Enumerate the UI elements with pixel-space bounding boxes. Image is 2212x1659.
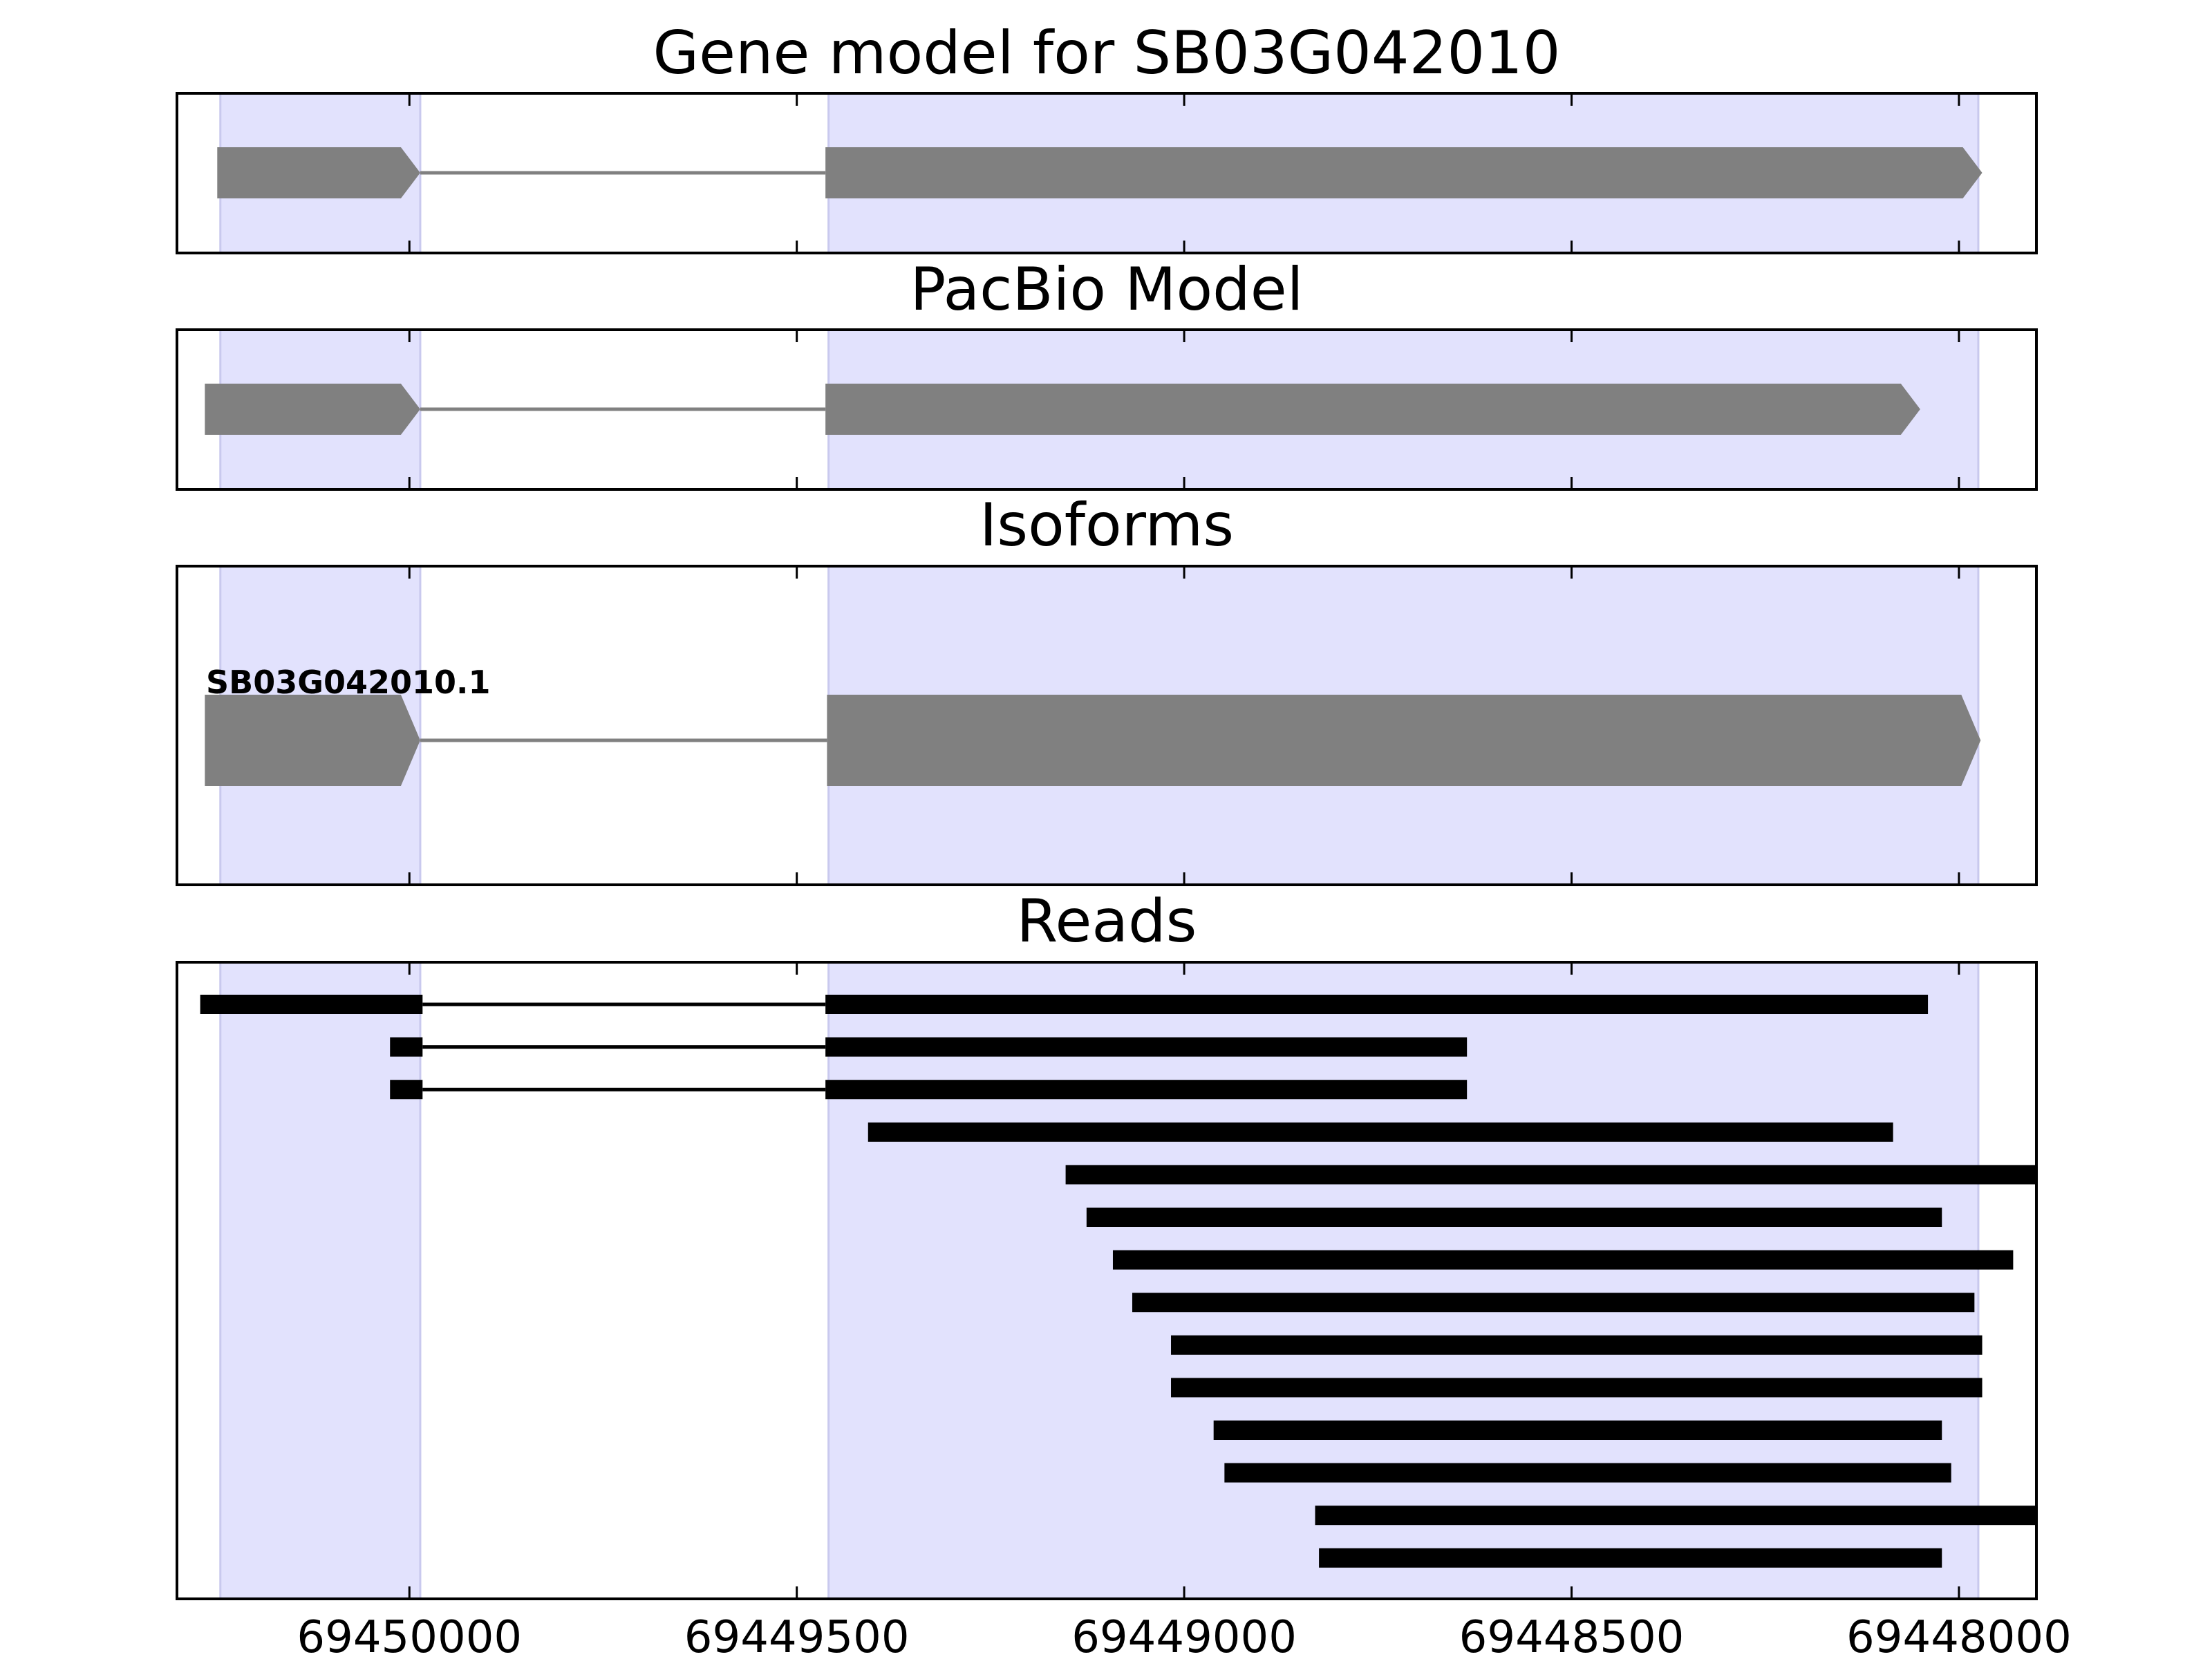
read-segment xyxy=(1086,1208,1942,1227)
highlight-regions xyxy=(219,961,1980,1600)
highlight-region xyxy=(219,961,422,1600)
exon-block xyxy=(825,384,1920,435)
panel-frame xyxy=(176,961,2038,1600)
panel-pacbio-model: PacBio Model xyxy=(176,255,2038,491)
panel-frame xyxy=(176,92,2038,254)
read-segment xyxy=(1171,1335,1983,1355)
panel-reads: Reads xyxy=(176,887,2038,1600)
read-features xyxy=(200,995,2036,1568)
panel-gene-model: Gene model for SB03G042010 xyxy=(176,19,2038,254)
read-segment xyxy=(868,1122,1893,1142)
exon-block xyxy=(825,147,1983,198)
tick-marks xyxy=(408,93,1960,253)
read-segment xyxy=(200,995,423,1014)
read-segment xyxy=(1112,1250,2014,1270)
isoform-label: SB03G042010.1 xyxy=(206,664,490,701)
read-segment xyxy=(1315,1506,2036,1526)
panel-isoforms: Isoforms SB03G042010.1 xyxy=(176,491,2038,886)
highlight-region xyxy=(827,961,1980,1600)
read-segment xyxy=(1319,1548,1942,1568)
pacbio-model-features xyxy=(205,384,1920,435)
x-tick-label: 69450000 xyxy=(297,1612,522,1659)
panel-title: PacBio Model xyxy=(910,255,1303,324)
exon-block xyxy=(205,384,420,435)
exon-block xyxy=(205,695,420,786)
x-tick-label: 69449500 xyxy=(684,1612,910,1659)
panel-frame xyxy=(176,328,2038,491)
panel-title: Reads xyxy=(1017,887,1197,956)
x-tick-label: 69449000 xyxy=(1071,1612,1297,1659)
tick-marks xyxy=(408,330,1960,489)
read-segment xyxy=(390,1080,423,1100)
tick-marks xyxy=(408,962,1960,1599)
read-segment xyxy=(1224,1463,1951,1483)
x-axis-tick-labels: 69450000 69449500 69449000 69448500 6944… xyxy=(297,1612,2071,1659)
x-tick-label: 69448000 xyxy=(1846,1612,2072,1659)
panel-title: Isoforms xyxy=(980,491,1234,560)
tick-marks xyxy=(408,566,1960,885)
read-segment xyxy=(825,995,1929,1014)
isoform-features xyxy=(205,695,1981,786)
panel-frame xyxy=(176,565,2038,886)
exon-block xyxy=(217,147,420,198)
read-segment xyxy=(825,1037,1468,1057)
gene-model-features xyxy=(217,147,1983,198)
x-tick-label: 69448500 xyxy=(1459,1612,1685,1659)
read-segment xyxy=(1171,1378,1983,1398)
exon-block xyxy=(827,695,1981,786)
read-segment xyxy=(1213,1421,1942,1440)
read-segment xyxy=(825,1080,1468,1100)
read-segment xyxy=(390,1037,423,1057)
read-segment xyxy=(1132,1293,1975,1313)
read-segment xyxy=(1065,1165,2036,1185)
panel-title: Gene model for SB03G042010 xyxy=(653,19,1561,88)
